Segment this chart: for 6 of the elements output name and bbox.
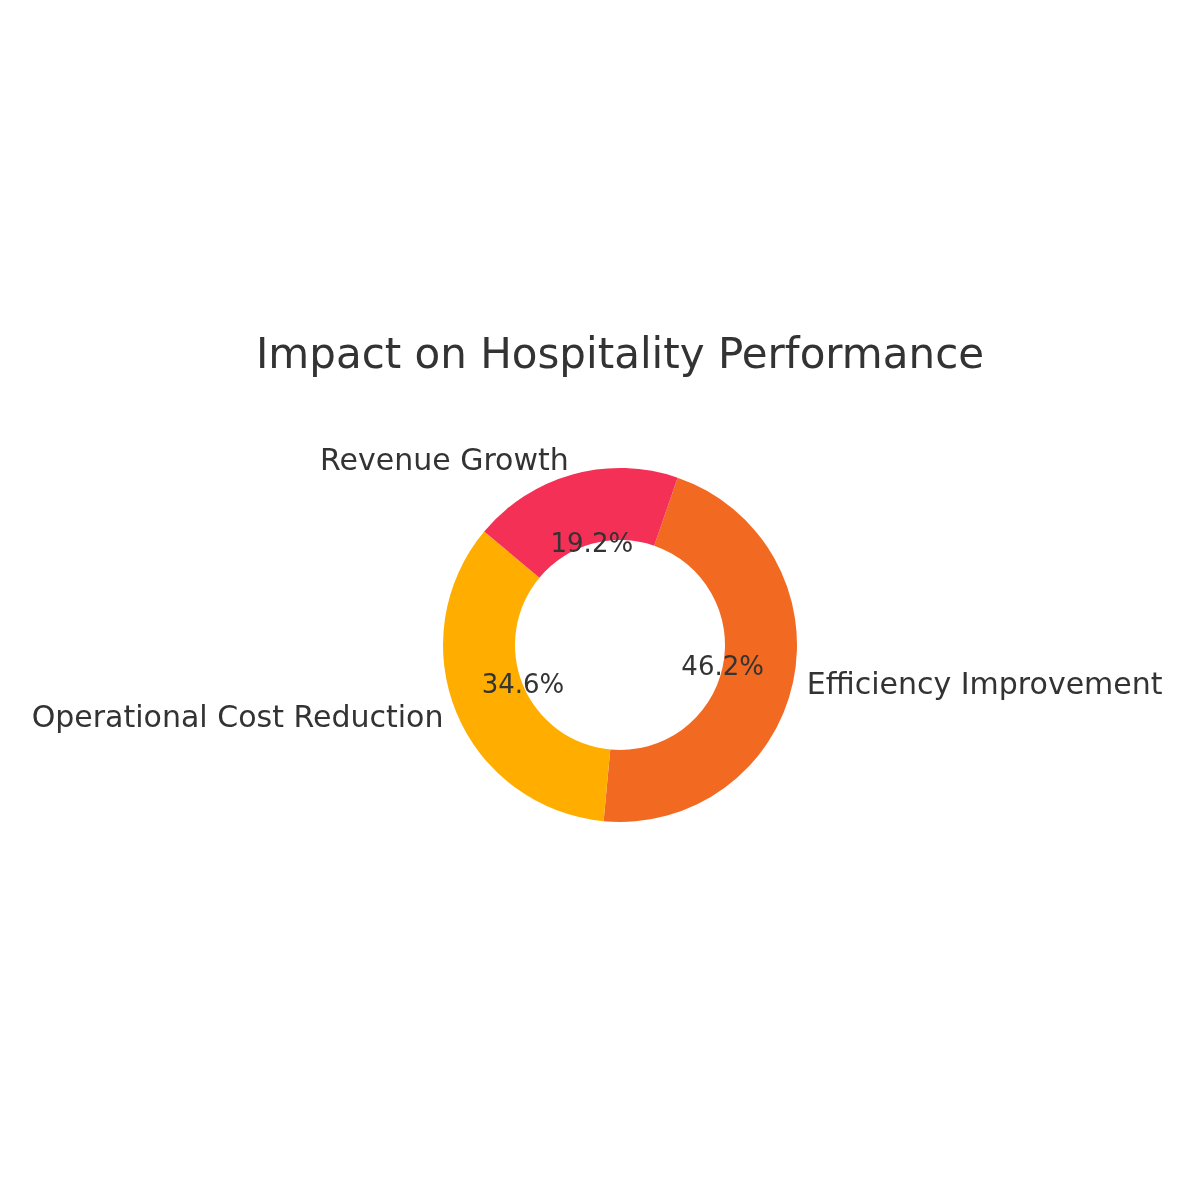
data-label: 34.6% bbox=[481, 669, 565, 700]
slice-label: Efficiency Improvement bbox=[806, 666, 1163, 702]
slice-label: Revenue Growth bbox=[319, 442, 569, 477]
donut-slice bbox=[484, 468, 678, 578]
chart-title: Impact on Hospitality Performance bbox=[255, 329, 985, 378]
slice-label: Operational Cost Reduction bbox=[31, 698, 444, 734]
